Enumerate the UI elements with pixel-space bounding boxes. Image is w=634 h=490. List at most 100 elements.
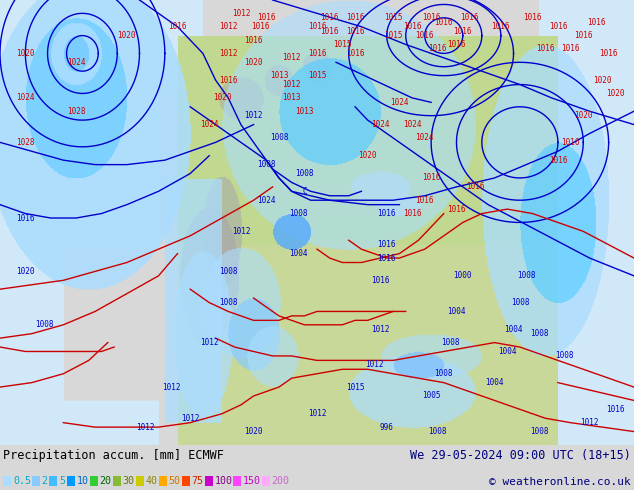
Text: 1013: 1013 xyxy=(295,107,314,116)
Text: 1012: 1012 xyxy=(282,80,301,89)
Text: 1016: 1016 xyxy=(523,13,542,23)
Text: 1016: 1016 xyxy=(250,22,269,31)
Text: 1016: 1016 xyxy=(415,31,434,40)
Bar xyxy=(32,476,39,486)
Text: 1016: 1016 xyxy=(447,40,466,49)
Text: 1012: 1012 xyxy=(244,111,263,120)
Text: 1016: 1016 xyxy=(548,156,567,165)
Text: 1016: 1016 xyxy=(422,13,441,23)
Text: 1013: 1013 xyxy=(269,71,288,80)
Text: 1008: 1008 xyxy=(269,133,288,143)
Text: 20: 20 xyxy=(100,476,112,486)
Text: 1024: 1024 xyxy=(200,120,219,129)
Text: 10: 10 xyxy=(77,476,89,486)
Bar xyxy=(233,476,241,486)
Text: 1016: 1016 xyxy=(346,26,365,36)
Text: 1008: 1008 xyxy=(529,329,548,338)
Text: 1016: 1016 xyxy=(561,138,580,147)
Text: 1008: 1008 xyxy=(295,169,314,178)
Text: 1020: 1020 xyxy=(212,94,231,102)
Text: 1004: 1004 xyxy=(288,249,307,258)
Text: 1015: 1015 xyxy=(346,383,365,392)
Text: 1016: 1016 xyxy=(415,196,434,205)
Text: © weatheronline.co.uk: © weatheronline.co.uk xyxy=(489,477,631,487)
Text: 1012: 1012 xyxy=(365,360,384,369)
Text: 100: 100 xyxy=(214,476,233,486)
Bar xyxy=(205,476,212,486)
Bar xyxy=(3,476,11,486)
Text: 200: 200 xyxy=(271,476,290,486)
Bar xyxy=(181,476,190,486)
Text: 1015: 1015 xyxy=(307,71,327,80)
Text: 40: 40 xyxy=(145,476,157,486)
Text: 1015: 1015 xyxy=(384,31,403,40)
Text: 75: 75 xyxy=(191,476,204,486)
Text: 1012: 1012 xyxy=(136,422,155,432)
Text: 1016: 1016 xyxy=(586,18,605,27)
Text: 1020: 1020 xyxy=(358,151,377,160)
Text: 1016: 1016 xyxy=(605,405,624,414)
Text: 1016: 1016 xyxy=(561,45,580,53)
Text: 1008: 1008 xyxy=(529,427,548,436)
Text: 1016: 1016 xyxy=(346,13,365,23)
Text: 1004: 1004 xyxy=(447,307,466,316)
Text: 1004: 1004 xyxy=(504,325,523,334)
Text: 1016: 1016 xyxy=(403,209,422,218)
Text: 1008: 1008 xyxy=(434,369,453,378)
Text: 1024: 1024 xyxy=(371,120,390,129)
Text: 1024: 1024 xyxy=(390,98,409,107)
Bar xyxy=(89,476,98,486)
Text: 1012: 1012 xyxy=(200,338,219,347)
Text: 1012: 1012 xyxy=(219,49,238,58)
Text: 1016: 1016 xyxy=(466,182,485,192)
Text: 1020: 1020 xyxy=(16,267,35,276)
Text: 1012: 1012 xyxy=(371,325,390,334)
Text: 1015: 1015 xyxy=(333,40,352,49)
Text: 1016: 1016 xyxy=(346,49,365,58)
Text: 2: 2 xyxy=(41,476,48,486)
Text: 996: 996 xyxy=(380,422,394,432)
Text: 1008: 1008 xyxy=(510,298,529,307)
Text: 1016: 1016 xyxy=(447,205,466,214)
Text: 1016: 1016 xyxy=(599,49,618,58)
Text: 1016: 1016 xyxy=(16,214,35,222)
Text: 1020: 1020 xyxy=(593,75,612,85)
Text: 150: 150 xyxy=(243,476,261,486)
Text: 1016: 1016 xyxy=(257,13,276,23)
Text: 5: 5 xyxy=(59,476,65,486)
Text: 1016: 1016 xyxy=(244,36,263,45)
Text: 1020: 1020 xyxy=(574,111,593,120)
Text: 1012: 1012 xyxy=(282,53,301,62)
Text: 1016: 1016 xyxy=(574,31,593,40)
Text: 1016: 1016 xyxy=(307,22,327,31)
Text: 1005: 1005 xyxy=(422,392,441,400)
Text: 1016: 1016 xyxy=(377,240,396,249)
Text: 1016: 1016 xyxy=(428,45,447,53)
Text: 1008: 1008 xyxy=(288,209,307,218)
Text: 1016: 1016 xyxy=(403,22,422,31)
Bar xyxy=(158,476,167,486)
Text: 1008: 1008 xyxy=(219,298,238,307)
Text: 1024: 1024 xyxy=(403,120,422,129)
Text: 50: 50 xyxy=(169,476,181,486)
Text: 1024: 1024 xyxy=(257,196,276,205)
Bar xyxy=(67,476,75,486)
Bar xyxy=(49,476,57,486)
Text: 30: 30 xyxy=(122,476,134,486)
Text: 1004: 1004 xyxy=(498,347,517,356)
Text: 1020: 1020 xyxy=(117,31,136,40)
Text: 1016: 1016 xyxy=(536,45,555,53)
Text: 1004: 1004 xyxy=(485,378,504,387)
Text: 1016: 1016 xyxy=(377,253,396,263)
Text: 1013: 1013 xyxy=(282,94,301,102)
Bar xyxy=(136,476,143,486)
Text: 1012: 1012 xyxy=(162,383,181,392)
Text: We 29-05-2024 09:00 UTC (18+15): We 29-05-2024 09:00 UTC (18+15) xyxy=(410,449,631,463)
Text: 1024: 1024 xyxy=(16,94,35,102)
Text: 0.5: 0.5 xyxy=(13,476,31,486)
Text: 1016: 1016 xyxy=(320,13,339,23)
Text: 1012: 1012 xyxy=(307,409,327,418)
Text: 1012: 1012 xyxy=(231,227,250,236)
Text: 1020: 1020 xyxy=(244,427,263,436)
Text: 1020: 1020 xyxy=(244,58,263,67)
